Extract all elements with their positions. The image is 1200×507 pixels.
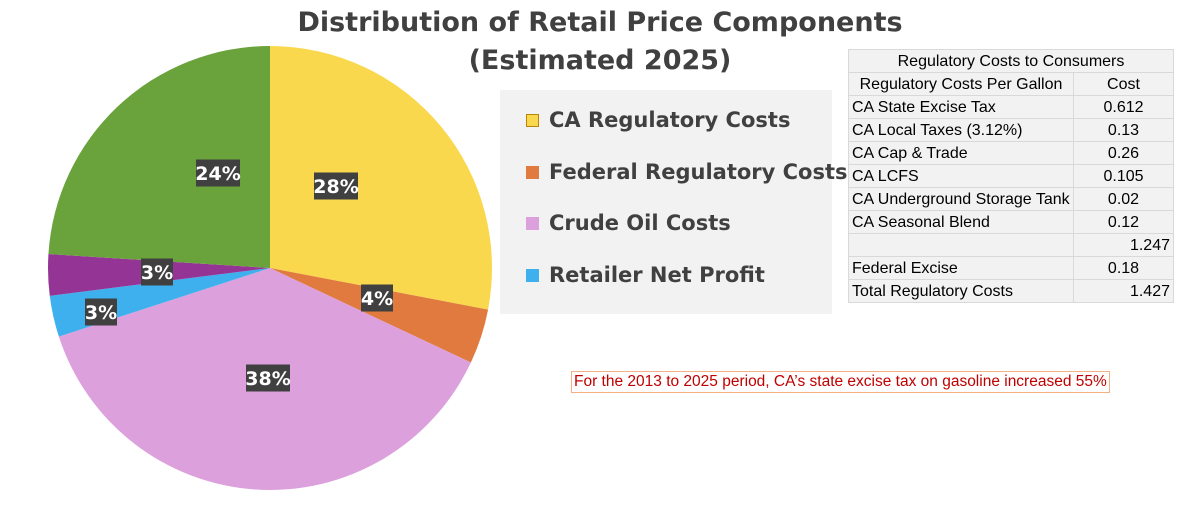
column-header-item: Regulatory Costs Per Gallon xyxy=(848,72,1074,96)
table-title-row: Regulatory Costs to Consumers xyxy=(848,49,1174,73)
pie-slice xyxy=(270,268,489,363)
legend-label: Retailer Net Profit xyxy=(549,263,765,287)
svg-text:38%: 38% xyxy=(245,368,290,390)
table-cell-cost: 0.13 xyxy=(1073,118,1174,142)
legend-swatch xyxy=(526,216,539,230)
table-header-row: Regulatory Costs Per Gallon Cost xyxy=(848,72,1174,96)
table-cell-cost: 1.427 xyxy=(1073,279,1174,303)
pie-slice xyxy=(48,46,270,268)
pie-chart: 28% 4% 38% 3% 3% 24% xyxy=(48,46,493,490)
pie-slice-label: 38% xyxy=(245,364,291,392)
pie-slice-label: 3% xyxy=(85,298,117,326)
table-cell-item: CA Seasonal Blend xyxy=(848,210,1074,234)
table-cell-cost: 0.02 xyxy=(1073,187,1174,211)
regulatory-costs-table: Regulatory Costs to Consumers Regulatory… xyxy=(848,49,1174,303)
table-cell-item: CA LCFS xyxy=(848,164,1074,188)
chart-title-line1: Distribution of Retail Price Components xyxy=(297,7,903,38)
table-row: Total Regulatory Costs 1.427 xyxy=(848,279,1174,303)
table-cell-item: CA Cap & Trade xyxy=(848,141,1074,165)
legend-swatch xyxy=(526,165,539,179)
pie-slice-label: 24% xyxy=(195,159,241,187)
svg-text:3%: 3% xyxy=(141,262,173,284)
table-row: 1.247 xyxy=(848,233,1174,257)
pie-slice-label: 4% xyxy=(361,284,393,312)
legend-label: Federal Regulatory Costs xyxy=(549,160,848,184)
table-cell-cost: 0.612 xyxy=(1073,95,1174,119)
pie-slice-label: 28% xyxy=(313,172,359,200)
table-cell-item: Total Regulatory Costs xyxy=(848,279,1074,303)
table-cell-cost: 0.18 xyxy=(1073,256,1174,280)
table-row: CA Seasonal Blend 0.12 xyxy=(848,210,1174,234)
chart-title: Distribution of Retail Price Components … xyxy=(270,4,930,80)
table-cell-item: CA Local Taxes (3.12%) xyxy=(848,118,1074,142)
pie-slice-label: 3% xyxy=(141,258,173,286)
legend-item-retailer-profit: Retailer Net Profit xyxy=(526,262,765,288)
legend-label: Crude Oil Costs xyxy=(549,211,731,235)
table-row: CA Cap & Trade 0.26 xyxy=(848,141,1174,165)
table-row: CA Local Taxes (3.12%) 0.13 xyxy=(848,118,1174,142)
table-cell-item: CA Underground Storage Tank xyxy=(848,187,1074,211)
pie-slice xyxy=(270,46,493,310)
table-row: CA Underground Storage Tank 0.02 xyxy=(848,187,1174,211)
table-row: Federal Excise 0.18 xyxy=(848,256,1174,280)
table-title: Regulatory Costs to Consumers xyxy=(848,49,1174,73)
chart-legend: CA Regulatory Costs Federal Regulatory C… xyxy=(500,90,848,314)
table-cell-item xyxy=(848,233,1074,257)
table-cell-item: Federal Excise xyxy=(848,256,1074,280)
table-cell-cost: 0.26 xyxy=(1073,141,1174,165)
svg-text:24%: 24% xyxy=(195,163,240,185)
legend-swatch xyxy=(526,113,539,127)
legend-item-ca-regulatory: CA Regulatory Costs xyxy=(526,107,790,133)
svg-text:4%: 4% xyxy=(361,288,393,310)
table-cell-cost: 0.105 xyxy=(1073,164,1174,188)
legend-item-crude-oil: Crude Oil Costs xyxy=(526,210,731,236)
table-cell-cost: 0.12 xyxy=(1073,210,1174,234)
svg-text:3%: 3% xyxy=(85,302,117,324)
svg-text:28%: 28% xyxy=(313,176,358,198)
table-cell-cost: 1.247 xyxy=(1073,233,1174,257)
chart-title-line2: (Estimated 2025) xyxy=(468,45,732,76)
legend-item-federal-regulatory: Federal Regulatory Costs xyxy=(526,159,848,185)
table-row: CA LCFS 0.105 xyxy=(848,164,1174,188)
table-row: CA State Excise Tax 0.612 xyxy=(848,95,1174,119)
table-cell-item: CA State Excise Tax xyxy=(848,95,1074,119)
excise-tax-note: For the 2013 to 2025 period, CA’s state … xyxy=(571,371,1110,393)
legend-swatch xyxy=(526,268,539,282)
legend-label: CA Regulatory Costs xyxy=(549,108,791,132)
column-header-cost: Cost xyxy=(1073,72,1174,96)
